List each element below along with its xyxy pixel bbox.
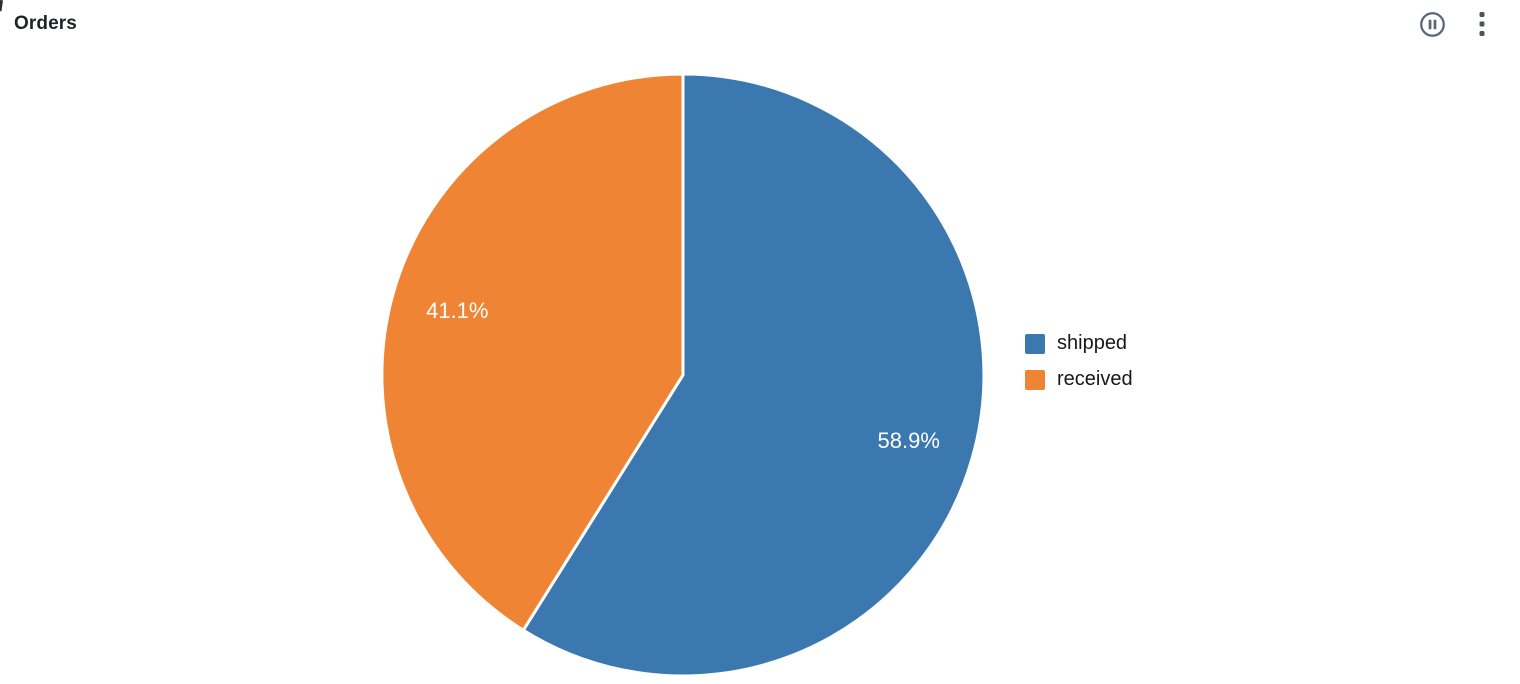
legend-label-shipped: shipped (1057, 332, 1128, 354)
legend-swatch-received (1025, 369, 1045, 390)
legend-swatch-shipped (1025, 333, 1045, 354)
panel-title: Orders (14, 13, 77, 34)
legend-label-received: received (1057, 368, 1133, 390)
pie-slice-received[interactable] (380, 72, 685, 632)
panel-header: Orders (0, 0, 1520, 48)
header-actions (1418, 10, 1496, 38)
pie-slice-label-received: 41.1% (426, 298, 488, 323)
pause-button[interactable] (1418, 10, 1446, 38)
legend-item-shipped[interactable]: shipped (1025, 332, 1133, 355)
legend-item-received[interactable]: received (1025, 368, 1133, 391)
pause-circle-icon (1419, 11, 1446, 38)
kebab-menu-icon (1471, 10, 1493, 38)
chart-legend: shipped received (1025, 332, 1133, 391)
pie-slice-label-shipped: 58.9% (878, 428, 940, 453)
panel-menu-button[interactable] (1468, 10, 1496, 38)
pie-slice-shipped[interactable] (521, 72, 986, 678)
